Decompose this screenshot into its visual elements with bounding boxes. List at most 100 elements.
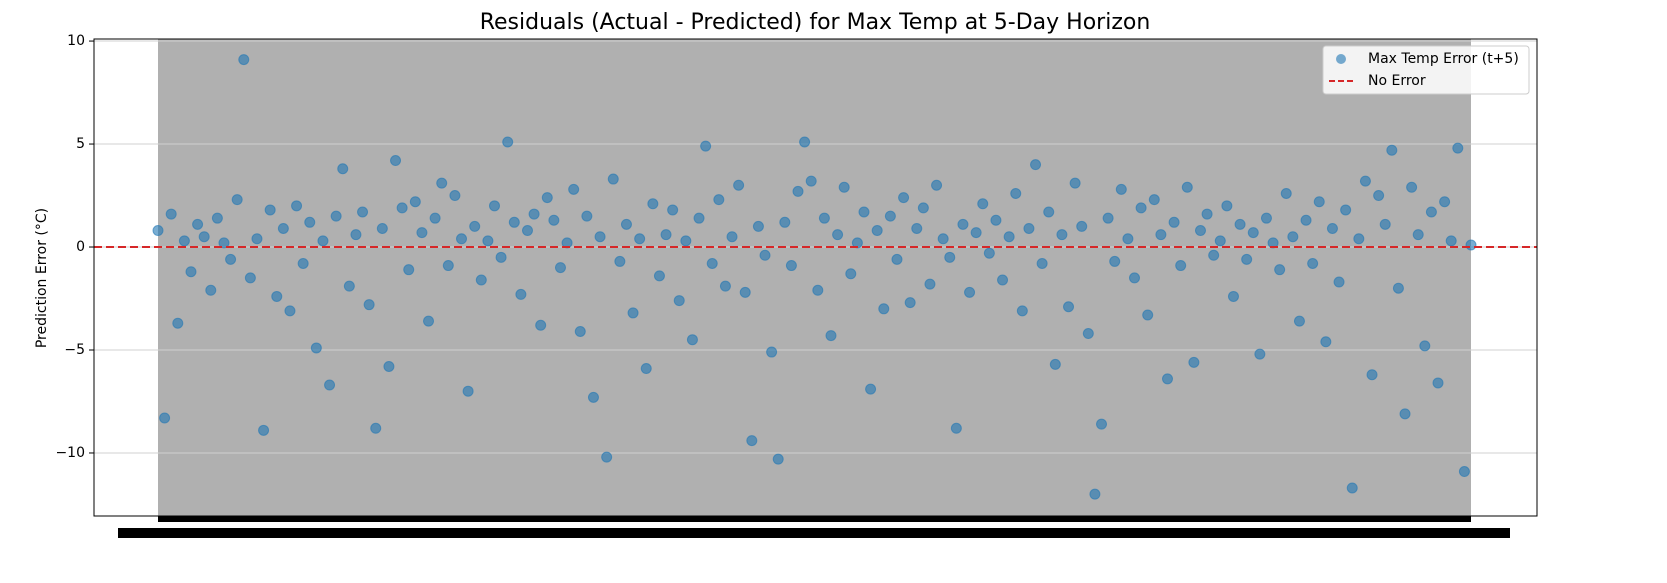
point [726,231,738,243]
point [1122,233,1134,245]
point [218,237,230,249]
point [871,225,883,237]
point [627,307,639,319]
point [521,225,533,237]
point [957,218,969,230]
point [436,177,448,189]
point [891,253,903,265]
point [931,179,943,191]
point [1102,212,1114,224]
point [390,155,402,167]
point [680,235,692,247]
point [541,192,553,204]
point [1425,206,1437,218]
point [383,360,395,372]
point [357,206,369,218]
point [403,264,415,276]
y-axis-label: Prediction Error (°C) [34,208,50,348]
point [554,262,566,274]
point [1063,301,1075,313]
point [535,319,547,331]
point [686,334,698,346]
y-tick-label: 0 [76,239,85,255]
point [825,330,837,342]
point [429,212,441,224]
point [693,212,705,224]
point [845,268,857,280]
point [614,255,626,267]
legend-box [1322,45,1530,95]
point [423,315,435,327]
point [1458,466,1470,478]
point [739,286,751,298]
point [1201,208,1213,220]
point [238,54,250,66]
point [1280,187,1292,199]
point [581,210,593,222]
point [449,190,461,202]
point [1161,373,1173,385]
point [818,212,830,224]
point [812,284,824,296]
point [297,257,309,269]
point [442,260,454,272]
point [548,214,560,226]
point [152,225,164,237]
y-tick-label: 10 [67,33,85,49]
point [574,325,586,337]
point [1313,196,1325,208]
point [766,346,778,358]
point [264,204,276,216]
point [1399,408,1411,420]
point [1155,229,1167,241]
point [515,288,527,300]
point [1353,233,1365,245]
point [396,202,408,214]
point [1359,175,1371,187]
point [1115,183,1127,195]
point [456,233,468,245]
point [911,222,923,234]
point [495,251,507,263]
point [324,379,336,391]
point [469,220,481,232]
point [350,229,362,241]
point [865,383,877,395]
point [1392,282,1404,294]
point [620,218,632,230]
point [1208,249,1220,261]
point [291,200,303,212]
point [601,451,613,463]
point [713,194,725,206]
point [805,175,817,187]
point [752,220,764,232]
dense-x-grid [158,39,1471,522]
point [310,342,322,354]
point [924,278,936,290]
point [363,299,375,311]
point [1274,264,1286,276]
point [1241,253,1253,265]
point [475,274,487,286]
point [1214,235,1226,247]
point [1003,231,1015,243]
point [917,202,929,214]
point [370,422,382,434]
chart-title: Residuals (Actual - Predicted) for Max T… [480,10,1151,35]
point [799,136,811,148]
y-tick-label: −10 [55,445,85,461]
point [284,305,296,317]
point [1010,187,1022,199]
point [271,290,283,302]
point [1234,218,1246,230]
point [944,251,956,263]
point [1089,488,1101,500]
point [1247,227,1259,239]
point [1406,181,1418,193]
point [1452,142,1464,154]
point [211,212,223,224]
point [502,136,514,148]
point [1109,255,1121,267]
point [1445,235,1457,247]
point [1129,272,1141,284]
